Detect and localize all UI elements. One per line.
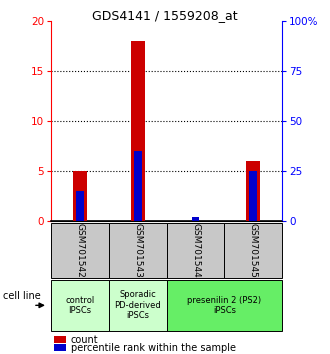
- Bar: [246, 161, 260, 221]
- Text: presenilin 2 (PS2)
iPSCs: presenilin 2 (PS2) iPSCs: [187, 296, 261, 315]
- Text: GSM701544: GSM701544: [191, 223, 200, 278]
- Text: control
IPSCs: control IPSCs: [65, 296, 95, 315]
- Text: cell line: cell line: [3, 291, 41, 302]
- Bar: [134, 151, 142, 221]
- Text: count: count: [71, 335, 99, 345]
- Bar: [73, 171, 87, 221]
- Text: Sporadic
PD-derived
iPSCs: Sporadic PD-derived iPSCs: [115, 290, 161, 320]
- Bar: [76, 191, 84, 221]
- Text: GSM701543: GSM701543: [133, 223, 142, 278]
- Text: GSM701545: GSM701545: [249, 223, 258, 278]
- Text: percentile rank within the sample: percentile rank within the sample: [71, 343, 236, 353]
- Bar: [131, 41, 145, 221]
- Bar: [249, 171, 257, 221]
- Text: GDS4141 / 1559208_at: GDS4141 / 1559208_at: [92, 9, 238, 22]
- Text: GSM701542: GSM701542: [76, 223, 84, 278]
- Bar: [191, 217, 200, 221]
